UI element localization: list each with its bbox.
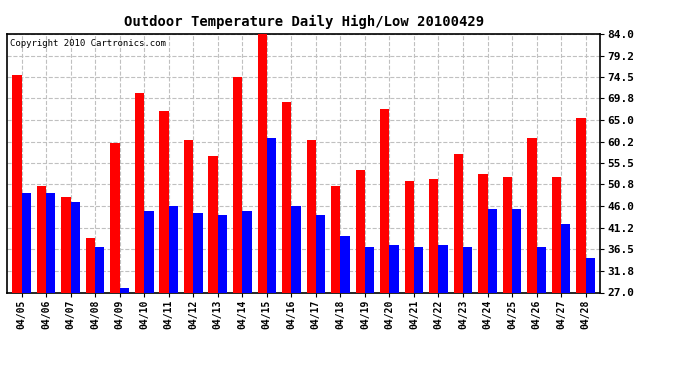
Bar: [586, 258, 595, 375]
Bar: [463, 247, 472, 375]
Bar: [552, 177, 561, 375]
Bar: [537, 247, 546, 375]
Bar: [12, 75, 21, 375]
Bar: [414, 247, 423, 375]
Bar: [184, 140, 193, 375]
Bar: [512, 209, 522, 375]
Bar: [503, 177, 512, 375]
Bar: [488, 209, 497, 375]
Bar: [70, 202, 80, 375]
Bar: [119, 288, 129, 375]
Bar: [257, 34, 267, 375]
Bar: [404, 181, 414, 375]
Bar: [159, 111, 169, 375]
Bar: [218, 215, 227, 375]
Bar: [135, 93, 144, 375]
Bar: [355, 170, 365, 375]
Bar: [46, 193, 55, 375]
Bar: [316, 215, 325, 375]
Bar: [233, 77, 242, 375]
Bar: [478, 174, 488, 375]
Bar: [527, 138, 537, 375]
Bar: [37, 186, 46, 375]
Bar: [144, 211, 154, 375]
Bar: [169, 206, 178, 375]
Text: Outdoor Temperature Daily High/Low 20100429: Outdoor Temperature Daily High/Low 20100…: [124, 15, 484, 29]
Bar: [95, 247, 104, 375]
Bar: [242, 211, 252, 375]
Bar: [561, 224, 571, 375]
Text: Copyright 2010 Cartronics.com: Copyright 2010 Cartronics.com: [10, 39, 166, 48]
Bar: [429, 179, 438, 375]
Bar: [110, 143, 119, 375]
Bar: [193, 213, 203, 375]
Bar: [61, 197, 70, 375]
Bar: [21, 193, 31, 375]
Bar: [576, 118, 586, 375]
Bar: [389, 245, 399, 375]
Bar: [267, 138, 276, 375]
Bar: [380, 109, 389, 375]
Bar: [306, 140, 316, 375]
Bar: [208, 156, 218, 375]
Bar: [365, 247, 374, 375]
Bar: [282, 102, 291, 375]
Bar: [340, 236, 350, 375]
Bar: [438, 245, 448, 375]
Bar: [291, 206, 301, 375]
Bar: [331, 186, 340, 375]
Bar: [86, 238, 95, 375]
Bar: [453, 154, 463, 375]
